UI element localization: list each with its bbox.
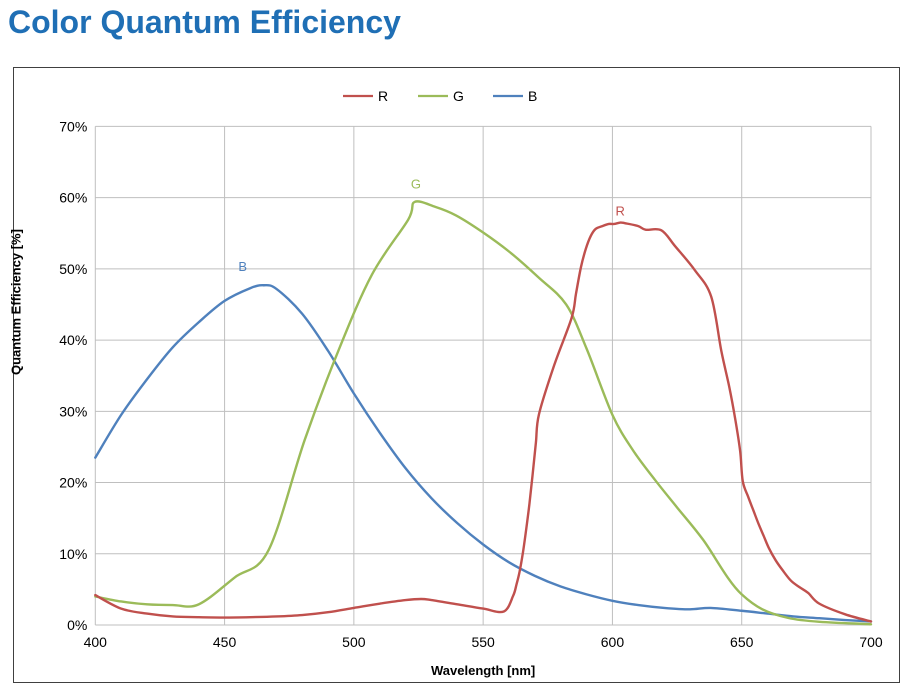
svg-text:450: 450 — [213, 634, 237, 650]
svg-text:10%: 10% — [59, 546, 87, 562]
svg-text:G: G — [411, 177, 421, 192]
svg-text:40%: 40% — [59, 332, 87, 348]
svg-text:60%: 60% — [59, 190, 87, 206]
svg-text:20%: 20% — [59, 475, 87, 491]
svg-text:0%: 0% — [67, 617, 87, 633]
svg-text:500: 500 — [342, 634, 366, 650]
svg-text:550: 550 — [471, 634, 495, 650]
svg-text:B: B — [238, 259, 247, 274]
svg-text:70%: 70% — [59, 118, 87, 134]
svg-text:600: 600 — [601, 634, 625, 650]
svg-text:R: R — [615, 204, 624, 219]
svg-text:50%: 50% — [59, 261, 87, 277]
svg-text:400: 400 — [84, 634, 108, 650]
svg-text:30%: 30% — [59, 403, 87, 419]
svg-text:700: 700 — [859, 634, 883, 650]
svg-text:650: 650 — [730, 634, 754, 650]
